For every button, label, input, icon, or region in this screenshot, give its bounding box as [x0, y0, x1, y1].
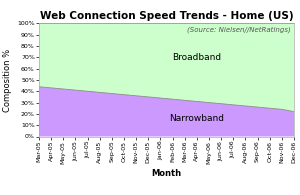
Text: Broadband: Broadband — [172, 53, 221, 62]
Text: Narrowband: Narrowband — [169, 114, 224, 123]
Text: (Source: Nielsen//NetRatings): (Source: Nielsen//NetRatings) — [188, 26, 291, 33]
Title: Web Connection Speed Trends - Home (US): Web Connection Speed Trends - Home (US) — [40, 11, 293, 21]
X-axis label: Month: Month — [152, 169, 182, 178]
Y-axis label: Composition %: Composition % — [3, 48, 12, 112]
